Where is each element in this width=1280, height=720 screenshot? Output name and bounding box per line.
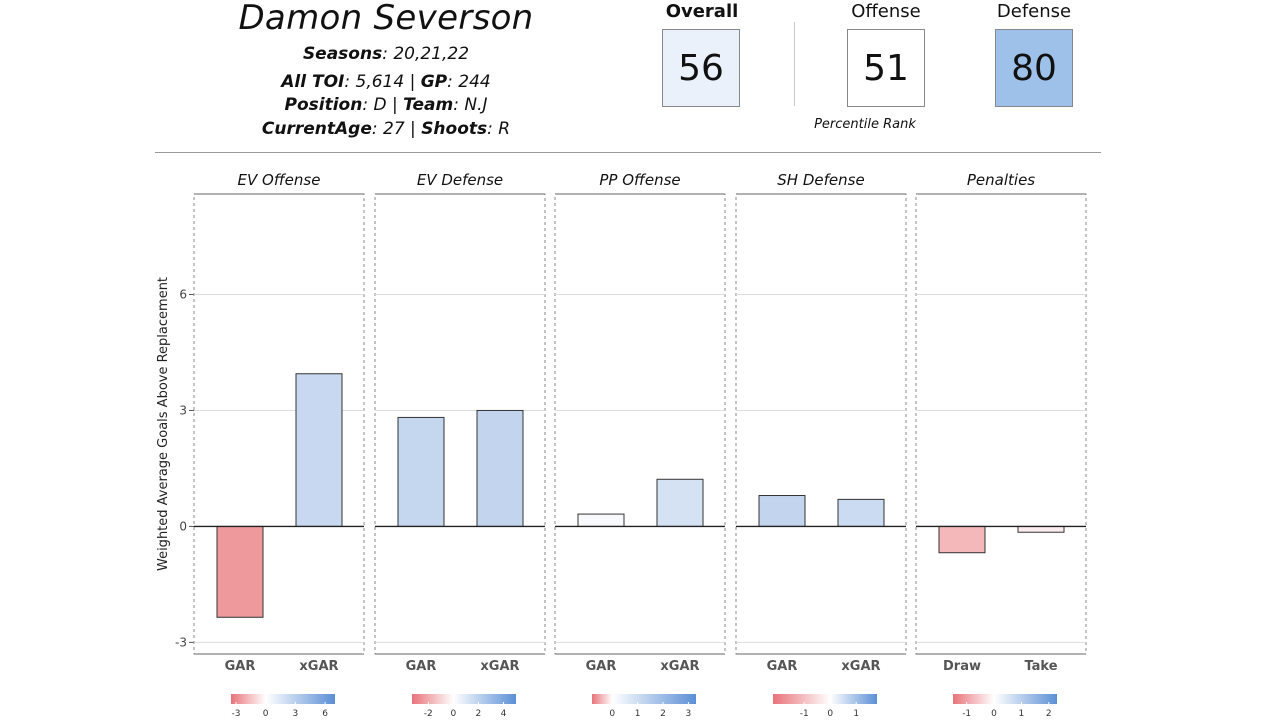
team-label: Team: [403, 95, 454, 115]
seasons-label: Seasons: [302, 44, 383, 64]
bar: [216, 525, 264, 618]
offense-score-box: 51: [847, 29, 925, 107]
gp-label: GP: [420, 72, 448, 92]
offense-title: Offense: [851, 1, 921, 22]
defense-score-box: 80: [995, 29, 1073, 107]
color-legend-bar: [953, 694, 1057, 704]
defense-title: Defense: [996, 1, 1072, 22]
panel-frame: [915, 193, 1087, 655]
y-axis-label: Weighted Average Goals Above Replacement: [156, 277, 171, 571]
legend-tick-label: 0: [827, 709, 833, 719]
panel-title: EV Offense: [238, 171, 321, 189]
x-tick-label: GAR: [586, 659, 617, 674]
position-value: : D |: [362, 95, 404, 115]
ratings-divider: [794, 22, 795, 106]
legend-tick-label: 0: [991, 709, 997, 719]
seasons-value: : 20,21,22: [382, 44, 470, 64]
shoots-label: Shoots: [421, 119, 488, 139]
age-label: CurrentAge: [261, 119, 372, 139]
legend-tick-label: 0: [263, 709, 269, 719]
position-label: Position: [284, 95, 363, 115]
legend-tick-label: 2: [660, 709, 666, 719]
toi-gp-line: All TOI: 5,614 | GP: 244: [200, 72, 572, 92]
panel-frame: [554, 193, 726, 655]
color-legend-bar: [773, 694, 877, 704]
header-divider: [155, 152, 1101, 153]
legend-tick-label: 2: [476, 709, 482, 719]
bar: [758, 495, 806, 527]
shoots-value: : R: [487, 119, 511, 139]
overall-title: Overall: [665, 1, 739, 22]
panel-title: Penalties: [967, 171, 1035, 189]
legend-tick-label: -3: [231, 709, 240, 719]
color-legend-bar: [592, 694, 696, 704]
color-legend-bar: [231, 694, 335, 704]
y-tick-label: 0: [179, 519, 187, 533]
age-shoots-line: CurrentAge: 27 | Shoots: R: [200, 119, 572, 139]
x-tick-label: xGAR: [841, 659, 880, 674]
seasons-line: Seasons: 20,21,22: [200, 44, 572, 64]
position-team-line: Position: D | Team: N.J: [200, 95, 572, 115]
legend-tick-label: 0: [450, 709, 456, 719]
x-tick-label: GAR: [225, 659, 256, 674]
x-tick-label: Take: [1024, 659, 1057, 674]
legend-tick-label: 6: [322, 709, 328, 719]
bar: [1017, 525, 1065, 533]
legend-tick-label: -2: [424, 709, 433, 719]
x-tick-label: xGAR: [299, 659, 338, 674]
legend-tick-label: 3: [293, 709, 299, 719]
bar: [577, 513, 625, 527]
legend-tick-label: 1: [635, 709, 641, 719]
toi-value: : 5,614 |: [344, 72, 421, 92]
legend-tick-label: -1: [800, 709, 809, 719]
overall-score-box: 56: [662, 29, 740, 107]
panel-title: SH Defense: [777, 171, 864, 189]
legend-tick-label: -1: [962, 709, 971, 719]
legend-tick-label: 1: [853, 709, 859, 719]
x-tick-label: Draw: [943, 659, 981, 674]
team-value: : N.J: [453, 95, 488, 115]
age-value: : 27 |: [371, 119, 422, 139]
gp-value: : 244: [447, 72, 491, 92]
y-tick-label: 3: [179, 403, 187, 417]
percentile-rank-label: Percentile Rank: [814, 117, 916, 132]
bar: [656, 478, 704, 527]
x-tick-label: GAR: [406, 659, 437, 674]
bar: [476, 409, 524, 527]
y-tick-label: -3: [175, 635, 187, 649]
legend-tick-label: 4: [501, 709, 507, 719]
panel-title: PP Offense: [599, 171, 680, 189]
legend-tick-label: 2: [1046, 709, 1052, 719]
y-tick-label: 6: [179, 288, 187, 302]
toi-label: All TOI: [281, 72, 345, 92]
bar: [938, 525, 986, 554]
x-tick-label: GAR: [767, 659, 798, 674]
legend-tick-label: 0: [609, 709, 615, 719]
bar: [837, 498, 885, 527]
x-tick-label: xGAR: [480, 659, 519, 674]
legend-tick-label: 3: [686, 709, 692, 719]
panel-frame: [735, 193, 907, 655]
player-name: Damon Severson: [238, 0, 534, 38]
legend-tick-label: 1: [1019, 709, 1025, 719]
bar: [397, 416, 445, 527]
color-legend-bar: [412, 694, 516, 704]
x-tick-label: xGAR: [660, 659, 699, 674]
bar: [295, 373, 343, 527]
panel-title: EV Defense: [417, 171, 503, 189]
